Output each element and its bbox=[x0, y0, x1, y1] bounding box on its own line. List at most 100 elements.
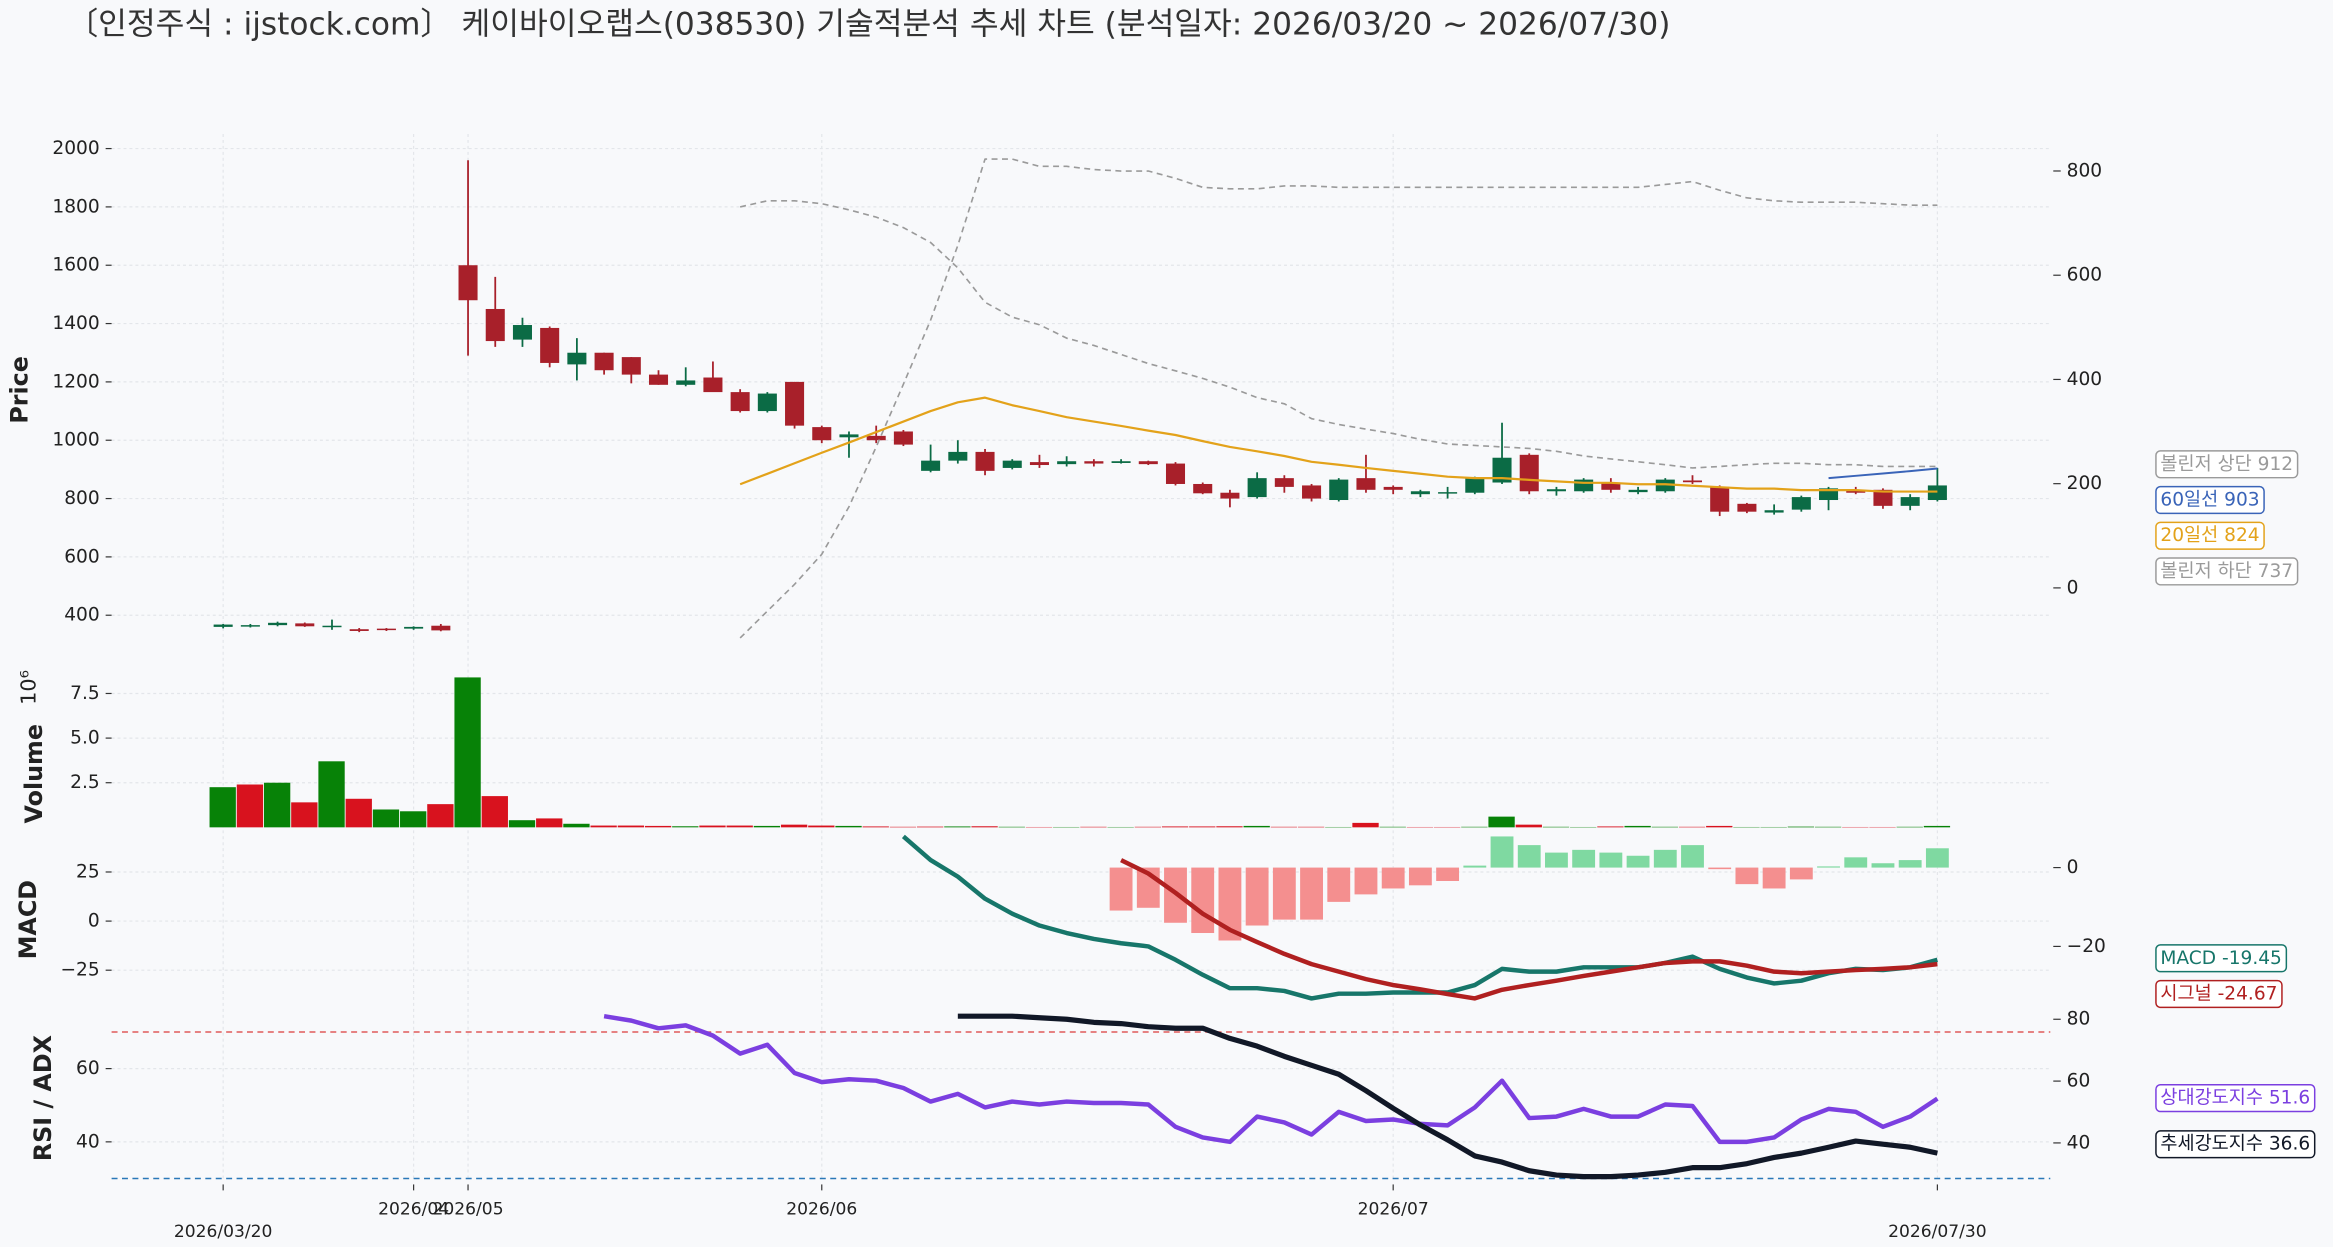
candle-body bbox=[1764, 510, 1784, 513]
volume-bar bbox=[1297, 826, 1325, 828]
macd-histogram-bar bbox=[1517, 845, 1541, 868]
volume-bar bbox=[1080, 826, 1107, 828]
candle-body bbox=[1002, 460, 1022, 468]
y-axis-title: Volume bbox=[20, 724, 48, 823]
legend-box bbox=[2155, 450, 2299, 479]
y-tick-label: 1600 bbox=[52, 255, 99, 276]
macd-histogram-bar bbox=[1245, 867, 1269, 926]
candle-body bbox=[431, 625, 451, 631]
legend-label: 볼린저 상단 912 bbox=[2160, 454, 2293, 475]
macd-histogram-bar bbox=[1817, 866, 1840, 868]
y-tick-label: 800 bbox=[64, 488, 99, 509]
volume-bar bbox=[454, 677, 481, 828]
macd-histogram-bar bbox=[1898, 860, 1922, 868]
legend-label: 시그널 -24.67 bbox=[2160, 983, 2277, 1004]
candle-body bbox=[1302, 485, 1322, 499]
candle-body bbox=[295, 623, 315, 627]
candle-body bbox=[1274, 478, 1294, 487]
volume-bar bbox=[753, 825, 781, 828]
y2-tick-label: 60 bbox=[2067, 1071, 2091, 1092]
macd-histogram-bar bbox=[1300, 867, 1323, 920]
candle-body bbox=[1546, 489, 1566, 492]
series-line bbox=[603, 1014, 1939, 1145]
series-line bbox=[1120, 858, 1938, 1001]
candle-body bbox=[1438, 492, 1458, 494]
legend-box bbox=[2155, 557, 2299, 586]
volume-bar bbox=[318, 761, 345, 828]
candle-body bbox=[785, 381, 805, 426]
macd-histogram-bar bbox=[1871, 863, 1895, 868]
volume-bar bbox=[617, 825, 645, 828]
volume-bar bbox=[1624, 825, 1651, 828]
y-tick-label: 5.0 bbox=[70, 728, 100, 749]
candle-body bbox=[1193, 483, 1213, 494]
candle-body bbox=[268, 622, 288, 626]
macd-histogram-bar bbox=[1789, 867, 1813, 880]
y2-tick-label: 600 bbox=[2067, 265, 2102, 286]
volume-bar bbox=[889, 826, 917, 828]
candle-body bbox=[1057, 461, 1077, 465]
macd-histogram-bar bbox=[1381, 867, 1405, 889]
candle-body bbox=[213, 624, 233, 627]
candle-body bbox=[757, 393, 777, 412]
candle-body bbox=[1029, 462, 1049, 466]
volume-bar bbox=[917, 826, 944, 828]
macd-histogram-bar bbox=[1762, 867, 1786, 889]
y-tick-label: 2.5 bbox=[70, 772, 100, 793]
y-tick-label: 0 bbox=[88, 911, 100, 932]
candle-body bbox=[1873, 489, 1893, 506]
volume-bar bbox=[1379, 826, 1406, 828]
x-tick-label: 2026/07 bbox=[1358, 1200, 1429, 1220]
candle-body bbox=[1465, 478, 1485, 493]
candle-body bbox=[1247, 478, 1267, 498]
candle-body bbox=[594, 352, 614, 371]
candle-body bbox=[1519, 454, 1539, 492]
volume-bar bbox=[1161, 826, 1189, 828]
legend-label: 60일선 903 bbox=[2160, 490, 2259, 511]
volume-bar bbox=[699, 825, 726, 828]
volume-bar bbox=[508, 820, 536, 828]
candle-body bbox=[1710, 486, 1730, 512]
volume-bar bbox=[345, 798, 372, 828]
candle-body bbox=[1492, 457, 1512, 483]
y2-tick-label: −20 bbox=[2067, 936, 2106, 957]
y2-tick-label: 0 bbox=[2067, 857, 2079, 878]
macd-histogram-bar bbox=[1925, 848, 1949, 868]
macd-histogram-bar bbox=[1436, 867, 1460, 881]
legend-label: 추세강도지수 36.6 bbox=[2160, 1134, 2310, 1155]
series-line bbox=[739, 396, 1938, 493]
macd-histogram-bar bbox=[1354, 867, 1378, 895]
candle-body bbox=[839, 434, 859, 438]
y2-tick-label: 800 bbox=[2067, 160, 2102, 181]
macd-histogram-bar bbox=[1218, 867, 1242, 941]
macd-histogram-bar bbox=[1626, 855, 1650, 868]
volume-bar bbox=[1134, 826, 1162, 828]
candle-body bbox=[512, 325, 532, 340]
y-tick-label: 400 bbox=[64, 605, 99, 626]
volume-bar bbox=[536, 818, 563, 828]
macd-histogram-bar bbox=[1708, 867, 1732, 870]
y2-tick-label: 40 bbox=[2067, 1132, 2091, 1153]
volume-bar bbox=[400, 811, 427, 828]
candle-body bbox=[1819, 488, 1839, 501]
volume-bar bbox=[780, 824, 808, 828]
candle-body bbox=[322, 625, 342, 628]
volume-bar bbox=[1923, 825, 1951, 828]
x-tick-label: 2026/07/30 bbox=[1888, 1222, 1987, 1242]
y-tick-label: 600 bbox=[64, 546, 99, 567]
candle-body bbox=[866, 435, 886, 441]
y-tick-label: 7.5 bbox=[70, 683, 100, 704]
candle-body bbox=[975, 451, 995, 471]
y-axis-scale: 10⁶ bbox=[17, 670, 41, 705]
legend-box bbox=[2155, 485, 2265, 515]
candle-body bbox=[1165, 463, 1186, 484]
candle-body bbox=[1084, 461, 1104, 464]
volume-bar bbox=[944, 826, 971, 828]
volume-bar bbox=[1651, 826, 1678, 828]
volume-bar bbox=[209, 787, 236, 828]
legend-label: MACD -19.45 bbox=[2160, 948, 2281, 969]
legend-label: 볼린저 하단 737 bbox=[2160, 561, 2293, 582]
candle-body bbox=[1655, 479, 1675, 492]
volume-bar bbox=[672, 826, 699, 828]
macd-histogram-bar bbox=[1272, 867, 1296, 920]
